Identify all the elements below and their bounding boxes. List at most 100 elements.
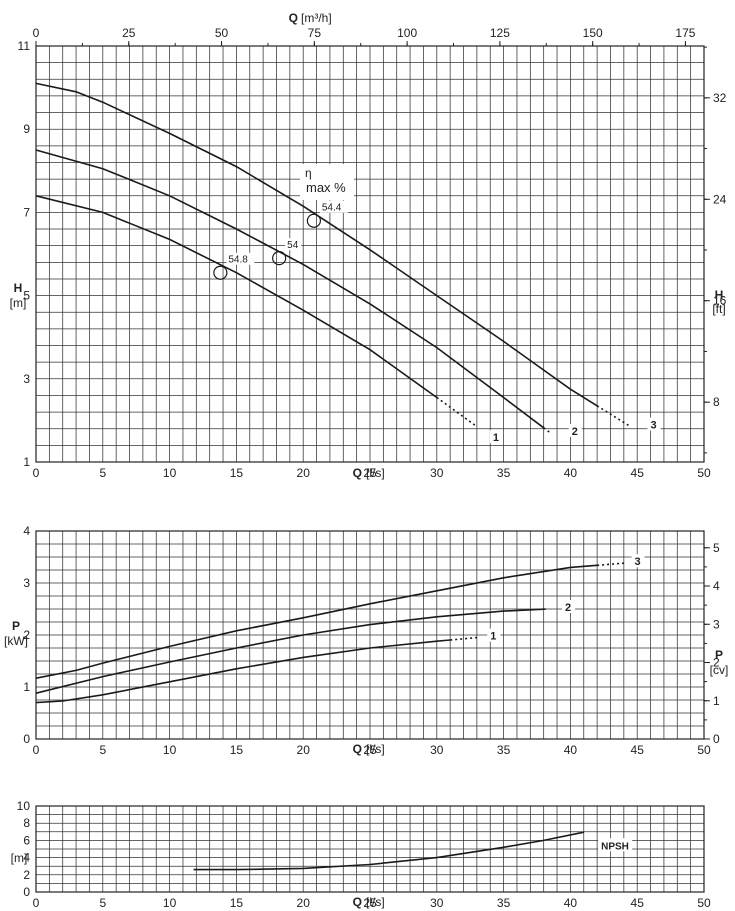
series-label-bg bbox=[598, 838, 633, 852]
y2-tick-label: 2 bbox=[713, 656, 720, 670]
series-curve-NPSH bbox=[193, 831, 584, 871]
series-label-NPSH: NPSH bbox=[601, 841, 629, 852]
x-tick-label: 5 bbox=[99, 743, 106, 757]
x-tick-label: 50 bbox=[697, 466, 711, 480]
efficiency-point-label: 54 bbox=[287, 240, 299, 251]
y2-tick-label: 16 bbox=[713, 294, 727, 308]
y-tick-label: 2 bbox=[23, 628, 30, 642]
y-tick-label: 3 bbox=[23, 576, 30, 590]
efficiency-markers: 54.8 54 54.4 bbox=[213, 200, 348, 280]
series-label-bg bbox=[568, 423, 582, 437]
series-label-bg bbox=[562, 600, 576, 613]
x-tick-label: 35 bbox=[497, 743, 511, 757]
power-y-axis-unit: [kW] bbox=[4, 634, 28, 648]
series-curve-1 bbox=[35, 639, 451, 704]
eta-annotation-box bbox=[300, 164, 354, 200]
x-tick-label: 50 bbox=[697, 743, 711, 757]
series-curve-3 bbox=[35, 564, 598, 679]
y2-tick-label: 8 bbox=[713, 395, 720, 409]
y-tick-label: 11 bbox=[18, 39, 31, 53]
y2-tick-label: 24 bbox=[713, 192, 727, 206]
x-tick-label: 25 bbox=[363, 743, 377, 757]
y-tick-label: 9 bbox=[23, 122, 30, 136]
eta-symbol: η bbox=[305, 166, 312, 180]
power-plot-frame bbox=[35, 530, 705, 740]
x-tick-label: 15 bbox=[230, 896, 244, 910]
y2-tick-label: 0 bbox=[713, 732, 720, 746]
efficiency-label-bg bbox=[285, 238, 302, 251]
x-tick-label: 10 bbox=[163, 743, 177, 757]
x-tick-label: 20 bbox=[297, 743, 311, 757]
x-tick-label: 0 bbox=[33, 743, 40, 757]
power-x-axis-label: Q bbox=[353, 742, 362, 756]
series-label-3: 3 bbox=[635, 556, 641, 568]
series-curve-2 bbox=[35, 608, 544, 694]
series-curve-2 bbox=[35, 149, 545, 429]
x-tick-label: 30 bbox=[430, 743, 444, 757]
y-tick-label: 0 bbox=[23, 885, 30, 899]
y-tick-label: 0 bbox=[23, 732, 30, 746]
x-tick-label: 5 bbox=[99, 466, 106, 480]
series-curve-dotted-2 bbox=[543, 427, 551, 434]
x-tick-label: 10 bbox=[163, 896, 177, 910]
efficiency-label-bg bbox=[319, 200, 348, 213]
x-tick-label: 40 bbox=[564, 896, 578, 910]
head-curves: 1 2 3 bbox=[35, 82, 661, 444]
x2-tick-label: 75 bbox=[308, 26, 322, 40]
head-y2-axis-label: H bbox=[715, 288, 724, 302]
head-y-axis-unit: [m] bbox=[10, 296, 27, 310]
npsh-grid bbox=[36, 806, 704, 892]
x-tick-label: 15 bbox=[230, 743, 244, 757]
x-tick-label: 25 bbox=[363, 466, 377, 480]
series-label-1: 1 bbox=[490, 631, 496, 643]
x2-tick-label: 25 bbox=[122, 26, 136, 40]
series-label-2: 2 bbox=[572, 426, 578, 438]
y-tick-label: 1 bbox=[23, 680, 30, 694]
efficiency-point-label: 54.4 bbox=[322, 203, 342, 214]
npsh-y-axis-unit: [m] bbox=[11, 851, 28, 865]
head-plot-frame bbox=[35, 45, 705, 463]
head-x-axis-label: Q bbox=[353, 466, 362, 480]
npsh-x-axis-label: Q bbox=[353, 895, 362, 909]
power-y-axis-label: P bbox=[12, 619, 20, 633]
y-tick-label: 8 bbox=[23, 816, 30, 830]
y-tick-label: 4 bbox=[23, 524, 30, 538]
x-tick-label: 30 bbox=[430, 466, 444, 480]
npsh-curves: NPSH bbox=[193, 831, 633, 871]
x-tick-label: 35 bbox=[497, 466, 511, 480]
series-label-3: 3 bbox=[651, 420, 657, 432]
head-x-axis-unit: [l/s] bbox=[366, 466, 385, 480]
series-label-bg bbox=[631, 554, 645, 568]
x-tick-label: 0 bbox=[33, 896, 40, 910]
y2-tick-label: 32 bbox=[713, 91, 727, 105]
series-curve-1 bbox=[35, 195, 438, 399]
x2-tick-label: 175 bbox=[675, 26, 695, 40]
power-x-axis-unit: [l/s] bbox=[366, 742, 385, 756]
head-x2-axis-unit: [m³/h] bbox=[301, 11, 332, 25]
series-label-bg bbox=[487, 628, 501, 642]
x2-tick-label: 125 bbox=[490, 26, 510, 40]
series-label-bg bbox=[647, 417, 661, 431]
x-tick-label: 15 bbox=[230, 466, 244, 480]
head-x2-axis-label: Q bbox=[289, 11, 298, 25]
eta-max-label: max % bbox=[306, 180, 346, 195]
x2-tick-label: 0 bbox=[33, 26, 40, 40]
x-tick-label: 45 bbox=[631, 743, 645, 757]
x-tick-label: 50 bbox=[697, 896, 711, 910]
x2-tick-label: 100 bbox=[397, 26, 417, 40]
x-tick-label: 30 bbox=[430, 896, 444, 910]
y-tick-label: 1 bbox=[23, 455, 30, 469]
power-grid bbox=[36, 531, 704, 739]
power-y2-axis-label: P bbox=[715, 648, 723, 662]
y2-tick-label: 3 bbox=[713, 617, 720, 631]
series-curve-dotted-3 bbox=[596, 405, 631, 428]
x-tick-label: 45 bbox=[631, 466, 645, 480]
y-tick-label: 4 bbox=[23, 851, 30, 865]
x-tick-label: 5 bbox=[99, 896, 106, 910]
y-tick-label: 2 bbox=[23, 868, 30, 882]
series-curve-3 bbox=[35, 82, 598, 407]
y2-tick-label: 5 bbox=[713, 541, 720, 555]
